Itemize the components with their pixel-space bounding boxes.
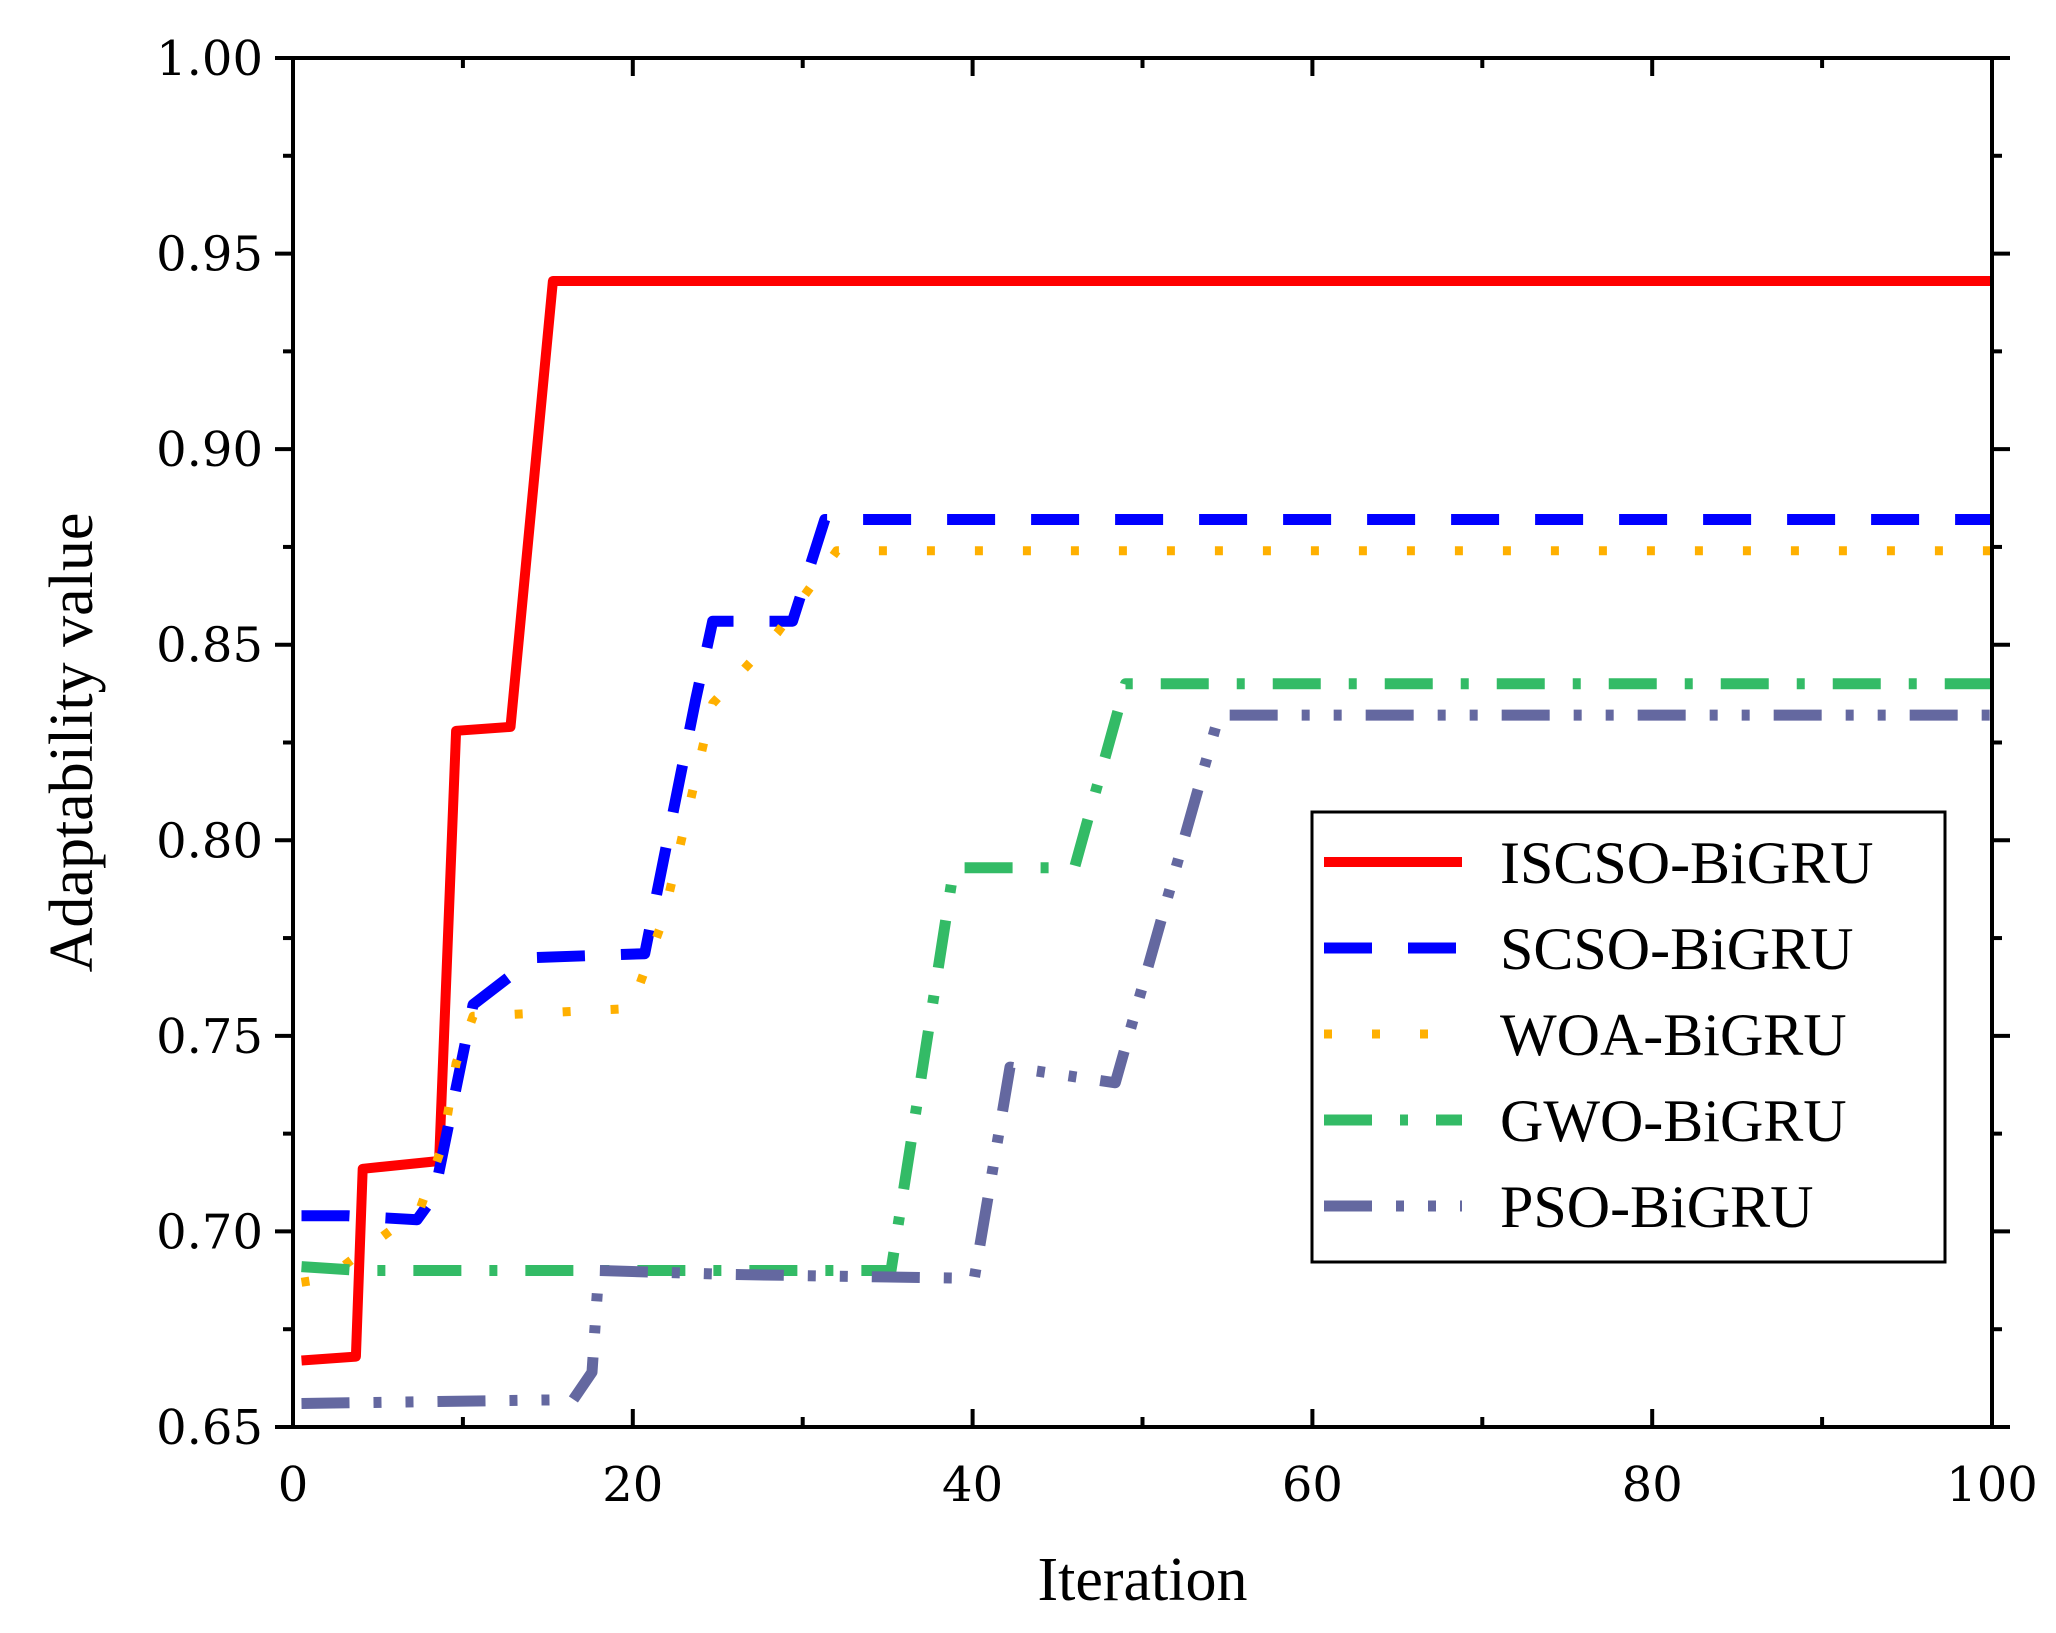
ticks-layer: 0 20 40 60 80 100 0.65 0.70 0.75 0.80 0.85 0.90 0.95… (156, 31, 2038, 1513)
x-tick-label: 0 (278, 1457, 309, 1513)
x-tick-label: 40 (942, 1457, 1003, 1513)
y-tick-label: 0.85 (156, 618, 263, 674)
x-tick-label: 100 (1946, 1457, 2038, 1513)
x-tick-label: 20 (602, 1457, 663, 1513)
y-tick-label: 0.80 (156, 813, 263, 869)
y-tick-label: 0.75 (156, 1009, 263, 1065)
y-tick-label: 0.95 (156, 227, 263, 283)
x-axis-title: Iteration (1037, 1546, 1247, 1614)
series-line-gwo-bigru (301, 678, 1992, 1276)
legend-label: SCSO-BiGRU (1500, 916, 1853, 982)
legend-label: GWO-BiGRU (1500, 1088, 1847, 1154)
x-tick-label: 60 (1282, 1457, 1343, 1513)
series-line-scso-bigru (301, 514, 1992, 1226)
series-layer (300, 276, 1992, 1409)
legend-label: WOA-BiGRU (1500, 1002, 1847, 1068)
x-tick-label: 80 (1622, 1457, 1683, 1513)
y-tick-label: 0.65 (156, 1400, 263, 1456)
legend-label: PSO-BiGRU (1500, 1174, 1813, 1240)
series-line-iscso-bigru (301, 276, 1992, 1366)
series-line-pso-bigru (301, 709, 1992, 1409)
y-axis-title: Adaptability value (38, 513, 106, 973)
y-tick-label: 0.90 (156, 422, 263, 478)
legend-label: ISCSO-BiGRU (1500, 830, 1873, 896)
legend-box (1310, 810, 1947, 1264)
legend: ISCSO-BiGRU SCSO-BiGRU WOA-BiGRU GWO-BiGRU P… (1310, 810, 1947, 1264)
y-tick-label: 1.00 (156, 31, 263, 87)
y-tick-label: 0.70 (156, 1204, 263, 1260)
